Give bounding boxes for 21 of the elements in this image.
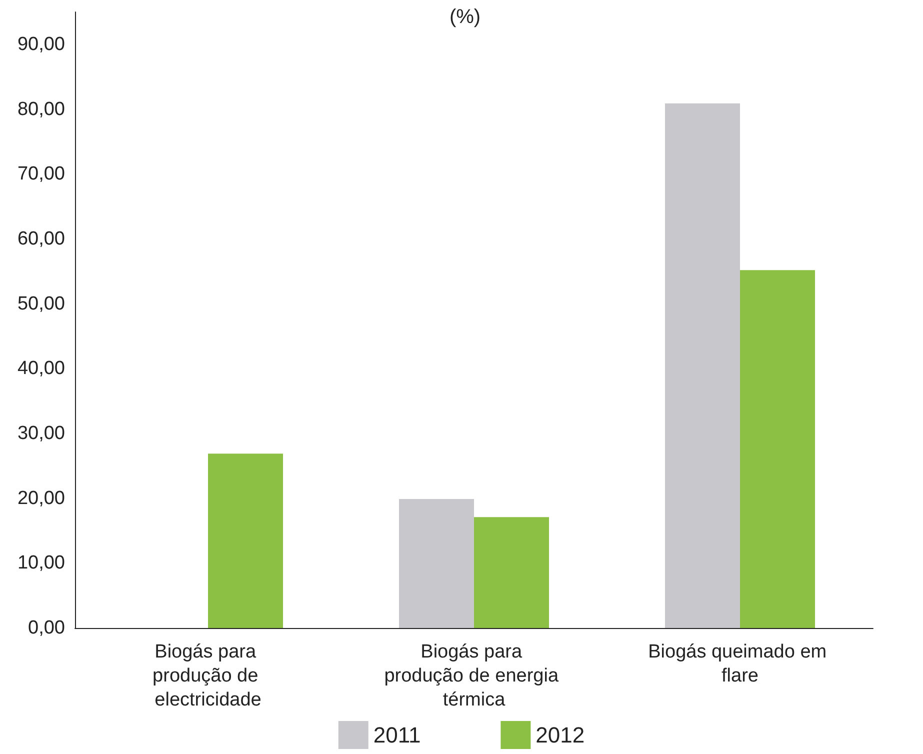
y-tick-label: 50,00 (17, 293, 65, 314)
bar (740, 270, 815, 628)
x-tick-label: Biogás para produção de energia térmica (384, 642, 564, 710)
x-tick-label: Biogás queimado em flare (648, 642, 832, 686)
y-tick-label: 0,00 (28, 618, 65, 638)
bar (399, 498, 474, 628)
y-tick-label: 30,00 (17, 422, 65, 444)
legend-label: 2012 (536, 722, 585, 748)
chart-title: (%) (449, 6, 481, 28)
bar (208, 454, 283, 628)
x-tick-label: Biogás para produção de electricidade (152, 642, 264, 710)
y-tick-label: 90,00 (17, 34, 65, 55)
bar (665, 103, 740, 628)
y-tick-label: 40,00 (17, 358, 65, 380)
bar (474, 517, 549, 628)
y-tick-label: 60,00 (17, 228, 65, 250)
y-tick-label: 10,00 (17, 552, 65, 574)
y-tick-label: 20,00 (17, 488, 65, 509)
y-tick-label: 80,00 (17, 98, 65, 120)
y-tick-label: 70,00 (17, 164, 65, 185)
legend-label: 2011 (373, 722, 421, 748)
